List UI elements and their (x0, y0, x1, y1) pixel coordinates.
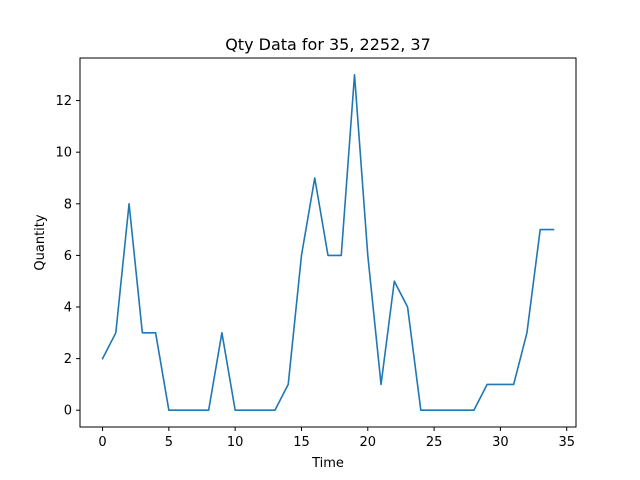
x-tick-label: 5 (165, 435, 173, 450)
y-axis-ticks: 0 2 4 6 8 10 12 (55, 94, 80, 419)
plot-frame (79, 57, 577, 428)
y-tick-label: 6 (64, 249, 72, 264)
x-tick-label: 10 (227, 435, 244, 450)
x-tick-label: 20 (360, 435, 377, 450)
x-tick-label: 30 (492, 435, 509, 450)
x-tick-label: 35 (558, 435, 575, 450)
chart-title: Qty Data for 35, 2252, 37 (225, 35, 431, 54)
x-axis-ticks: 0 5 10 15 20 25 30 35 (98, 427, 575, 450)
y-axis-label: Quantity (33, 214, 48, 270)
x-tick-label: 25 (426, 435, 443, 450)
series-layer (101, 73, 555, 412)
y-tick-label: 8 (64, 197, 72, 212)
y-tick-label: 0 (64, 404, 72, 419)
y-tick-label: 4 (64, 301, 72, 316)
y-tick-label: 2 (64, 352, 72, 367)
x-tick-label: 0 (98, 435, 106, 450)
x-tick-label: 15 (293, 435, 310, 450)
plot-area (79, 57, 577, 428)
series-line-0 (101, 73, 555, 412)
y-tick-label: 12 (55, 94, 72, 109)
x-axis-label: Time (311, 456, 344, 471)
y-tick-label: 10 (55, 146, 72, 161)
